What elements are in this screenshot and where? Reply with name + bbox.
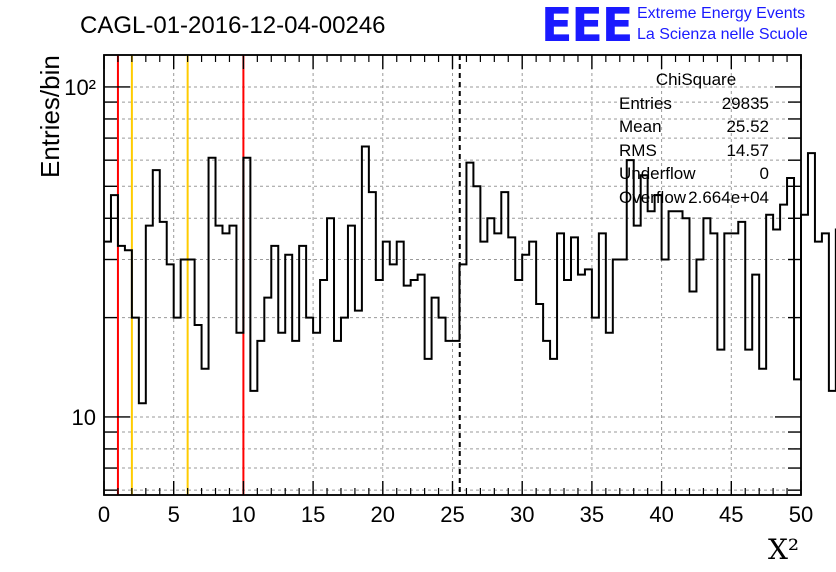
stats-row-rms: RMS 14.57 bbox=[611, 139, 771, 163]
x-axis-label-text: X² bbox=[768, 533, 800, 566]
stats-row-mean: Mean 25.52 bbox=[611, 115, 771, 139]
stats-value: 0 bbox=[759, 164, 769, 183]
x-tick-label: 0 bbox=[98, 502, 110, 527]
stats-key: Underflow bbox=[619, 164, 696, 183]
x-tick-label: 15 bbox=[301, 502, 325, 527]
histogram-series bbox=[104, 145, 836, 405]
stats-row-underflow: Underflow 0 bbox=[611, 162, 771, 186]
plot-frame-top bbox=[103, 54, 802, 496]
x-tick-label: 35 bbox=[580, 502, 604, 527]
stats-value: 14.57 bbox=[726, 140, 769, 160]
y-tick-label: 10 bbox=[72, 405, 96, 430]
x-tick-label: 10 bbox=[231, 502, 255, 527]
x-tick-label: 50 bbox=[789, 502, 813, 527]
stats-box-name: ChiSquare bbox=[655, 70, 737, 89]
eee-logo: EEE bbox=[541, 0, 633, 52]
x-axis-label: X² bbox=[768, 533, 799, 566]
stats-row-entries: Entries 29835 bbox=[611, 92, 771, 116]
stats-key: Entries bbox=[619, 93, 672, 113]
y-tick-labels: 10 10² bbox=[64, 75, 96, 430]
reference-lines bbox=[116, 55, 461, 495]
x-tick-label: 5 bbox=[168, 502, 180, 527]
x-tick-label: 20 bbox=[371, 502, 395, 527]
x-tick-label: 40 bbox=[649, 502, 673, 527]
y-axis-label-text: Entries/bin bbox=[35, 55, 65, 178]
y-axis-label: Entries/bin bbox=[7, 0, 65, 186]
stats-value: 25.52 bbox=[726, 117, 769, 136]
logo-subtitle-1: Extreme Energy Events bbox=[637, 5, 806, 22]
stats-row-overflow: Overflow 2.664e+04 bbox=[611, 186, 771, 210]
x-tick-label: 45 bbox=[719, 502, 743, 527]
chart-title: CAGL-01-2016-12-04-00246 bbox=[80, 12, 386, 39]
stats-key: RMS bbox=[619, 140, 657, 160]
stats-box: ChiSquare Entries 29835 Mean 25.52 RMS 1… bbox=[611, 68, 771, 209]
logo-subtitle-2: La Scienza nelle Scuole bbox=[637, 26, 808, 43]
stats-value: 29835 bbox=[721, 93, 769, 113]
y-tick-label: 10² bbox=[64, 75, 96, 100]
stats-value: 2.664e+04 bbox=[688, 187, 769, 207]
x-tick-label: 30 bbox=[510, 502, 534, 527]
x-tick-label: 25 bbox=[440, 502, 464, 527]
stats-key: Overflow bbox=[619, 187, 687, 207]
grid-lines bbox=[104, 55, 801, 495]
stats-key: Mean bbox=[619, 117, 662, 136]
x-tick-labels: 0 5 10 15 20 25 30 35 40 45 50 bbox=[98, 502, 813, 527]
